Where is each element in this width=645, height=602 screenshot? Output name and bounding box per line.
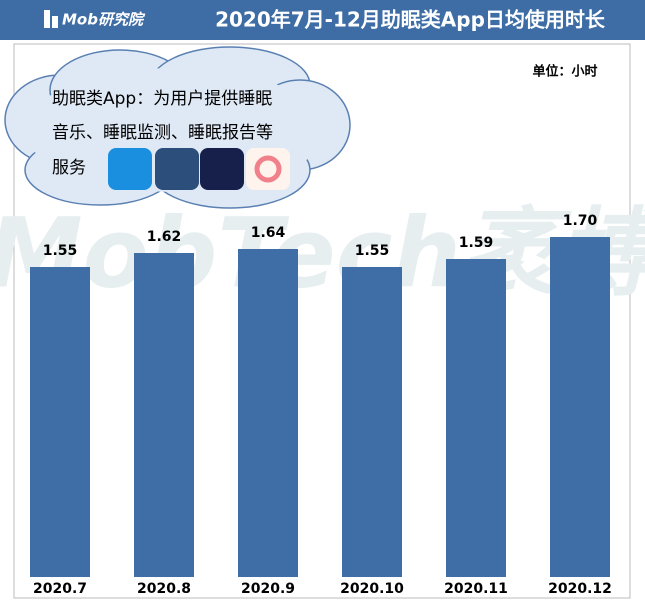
x-tick-label: 2020.12 bbox=[548, 581, 612, 597]
unit-label: 单位：小时 bbox=[532, 64, 597, 80]
bar bbox=[342, 267, 402, 577]
header-bar bbox=[0, 0, 645, 40]
watermark: MobTech袤博 bbox=[0, 197, 645, 309]
value-label: 1.59 bbox=[459, 235, 494, 251]
app-icon bbox=[155, 148, 199, 190]
x-tick-label: 2020.10 bbox=[340, 581, 404, 597]
value-label: 1.55 bbox=[43, 243, 78, 259]
chart-title: 2020年7月-12月助眠类App日均使用时长 bbox=[215, 8, 606, 32]
value-label: 1.64 bbox=[251, 225, 286, 241]
app-icon bbox=[254, 155, 282, 183]
value-label: 1.70 bbox=[563, 213, 598, 229]
app-icon bbox=[200, 148, 244, 190]
bar bbox=[134, 253, 194, 577]
app-icon bbox=[246, 148, 290, 190]
bar bbox=[30, 267, 90, 577]
app-icon bbox=[108, 148, 152, 190]
annotation-line: 助眠类App：为用户提供睡眠 bbox=[52, 89, 272, 109]
x-tick-label: 2020.9 bbox=[241, 581, 295, 597]
annotation-line: 服务 bbox=[52, 158, 86, 178]
value-label: 1.62 bbox=[147, 229, 182, 245]
brand: Mob研究院 bbox=[62, 11, 146, 29]
bar bbox=[446, 259, 506, 577]
value-label: 1.55 bbox=[355, 243, 390, 259]
frame bbox=[13, 43, 631, 599]
bar bbox=[550, 237, 610, 577]
x-tick-label: 2020.11 bbox=[444, 581, 508, 597]
x-tick-label: 2020.8 bbox=[137, 581, 191, 597]
x-tick-label: 2020.7 bbox=[33, 581, 87, 597]
logo-icon bbox=[52, 16, 58, 28]
bar bbox=[238, 249, 298, 577]
annotation-line: 音乐、睡眠监测、睡眠报告等 bbox=[52, 123, 273, 143]
logo-icon bbox=[44, 10, 50, 28]
